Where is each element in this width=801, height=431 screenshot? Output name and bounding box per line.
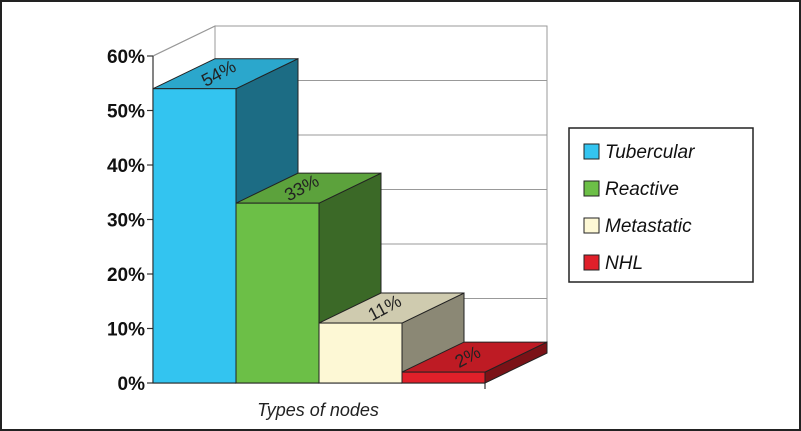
y-tick-label: 0%: [118, 374, 146, 395]
legend-entry: Reactive: [605, 179, 679, 200]
y-tick-label: 50%: [107, 102, 145, 123]
bar-nhl: [401, 341, 548, 384]
legend: Tubercular Reactive Metastatic NHL: [568, 127, 754, 283]
legend-swatch: [583, 254, 600, 271]
bar-front: [235, 202, 320, 384]
legend-swatch: [583, 180, 600, 197]
legend-box: [568, 127, 754, 283]
bar-front: [318, 322, 403, 384]
legend-entry: Tubercular: [605, 142, 695, 163]
x-axis-label: Types of nodes: [257, 400, 379, 420]
y-tick-label: 30%: [107, 211, 145, 232]
y-tick-label: 20%: [107, 265, 145, 286]
legend-swatch: [583, 217, 600, 234]
legend-swatch: [583, 143, 600, 160]
bar-front: [401, 371, 486, 384]
y-tick-label: 60%: [107, 47, 145, 68]
y-tick-label: 10%: [107, 320, 145, 341]
bar-metastatic: [318, 292, 465, 384]
y-tick-label: 40%: [107, 156, 145, 177]
gridline: [152, 25, 547, 57]
legend-entry: Metastatic: [605, 216, 692, 237]
bar-front: [152, 88, 237, 384]
legend-entry: NHL: [605, 253, 643, 274]
y-axis: 0% 10% 20% 30% 40% 50% 60%: [107, 47, 486, 395]
bars: [152, 57, 548, 384]
